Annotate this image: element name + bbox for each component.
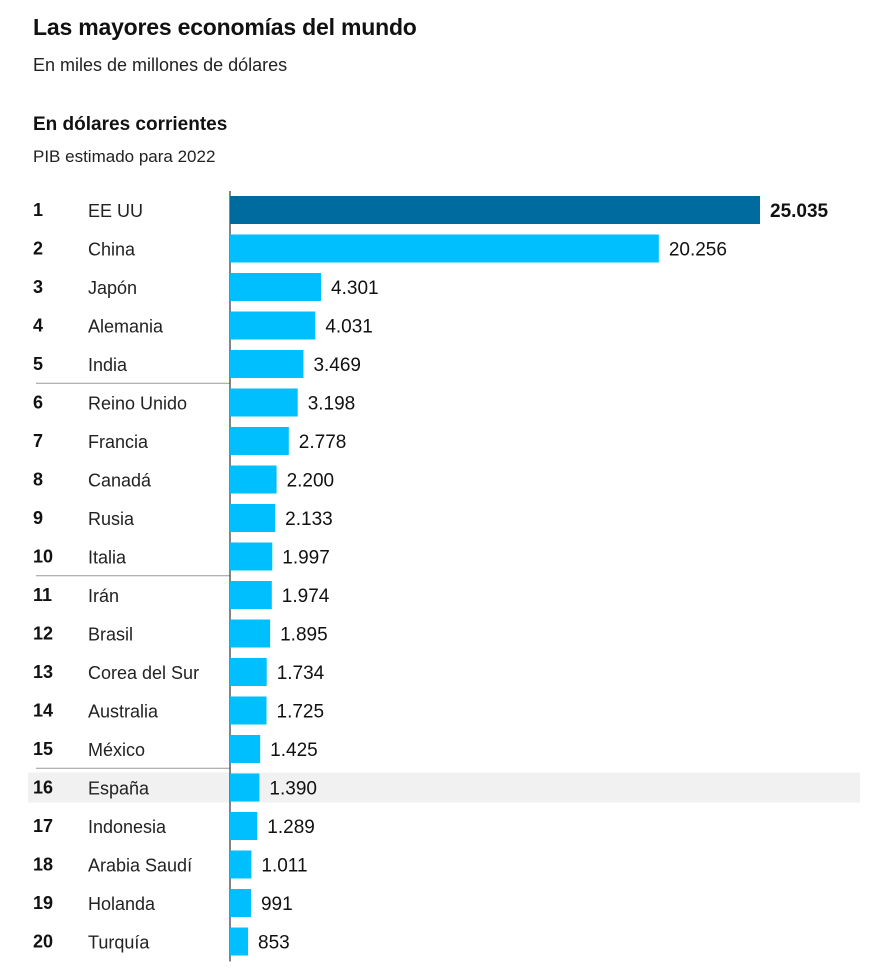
- value-label: 3.198: [308, 394, 356, 415]
- chart-title: Las mayores economías del mundo: [33, 14, 417, 40]
- rank-label: 18: [33, 855, 53, 875]
- bar: [230, 504, 276, 532]
- rank-label: 15: [33, 739, 53, 759]
- country-label: Rusia: [88, 509, 135, 529]
- value-label: 1.390: [269, 779, 317, 800]
- country-label: Turquía: [88, 933, 150, 953]
- rank-label: 7: [33, 431, 43, 451]
- country-label: Italia: [88, 548, 127, 568]
- bar: [230, 850, 252, 879]
- rank-label: 4: [33, 316, 43, 336]
- bar: [230, 196, 760, 224]
- value-label: 1.425: [270, 740, 318, 761]
- rank-label: 3: [33, 277, 43, 297]
- value-label: 2.778: [299, 432, 347, 453]
- rank-label: 5: [33, 354, 43, 374]
- rank-label: 10: [33, 547, 53, 567]
- country-label: Alemania: [88, 317, 164, 337]
- rank-label: 12: [33, 624, 53, 644]
- bar: [230, 542, 273, 571]
- rank-label: 13: [33, 662, 53, 682]
- bar: [230, 889, 251, 917]
- value-label: 1.011: [261, 856, 307, 877]
- chart-subtitle: En miles de millones de dólares: [33, 55, 288, 75]
- rank-label: 17: [33, 816, 53, 836]
- value-label: 20.256: [669, 240, 727, 261]
- rank-label: 20: [33, 932, 53, 952]
- country-label: China: [88, 240, 136, 260]
- rank-label: 2: [33, 239, 43, 259]
- value-label: 1.734: [277, 663, 325, 684]
- value-label: 3.469: [313, 355, 361, 376]
- value-label: 4.031: [325, 317, 373, 338]
- bar: [230, 427, 289, 455]
- bar: [230, 696, 267, 725]
- bar: [230, 619, 271, 648]
- highlight-row-background: [28, 772, 860, 803]
- value-label: 2.133: [285, 509, 333, 530]
- bar: [230, 581, 272, 609]
- bar: [230, 234, 659, 263]
- value-label: 1.895: [280, 625, 328, 646]
- value-label: 1.974: [282, 586, 330, 607]
- value-label: 991: [261, 894, 293, 915]
- value-label: 4.301: [331, 278, 379, 299]
- country-label: Irán: [88, 586, 119, 606]
- section-title: En dólares corrientes: [33, 114, 228, 135]
- value-label: 2.200: [287, 471, 335, 492]
- country-label: Holanda: [88, 894, 156, 914]
- bar: [230, 735, 261, 763]
- bar: [230, 388, 298, 417]
- country-label: Arabia Saudí: [88, 856, 192, 876]
- rank-label: 6: [33, 393, 43, 413]
- rank-label: 11: [33, 585, 52, 605]
- value-label: 1.725: [277, 702, 325, 723]
- country-label: Brasil: [88, 625, 133, 645]
- country-label: Corea del Sur: [88, 663, 199, 683]
- bar: [230, 465, 277, 494]
- rank-label: 8: [33, 470, 43, 490]
- value-label: 25.035: [770, 201, 829, 222]
- country-label: México: [88, 740, 145, 760]
- bar: [230, 927, 249, 956]
- country-label: Japón: [88, 278, 137, 298]
- country-label: Reino Unido: [88, 394, 187, 414]
- country-label: EE UU: [88, 201, 143, 221]
- rank-label: 14: [33, 701, 53, 721]
- country-label: España: [88, 779, 150, 799]
- bar: [230, 311, 316, 340]
- country-label: Canadá: [88, 471, 152, 491]
- value-label: 1.997: [282, 548, 330, 569]
- bar: [230, 658, 267, 686]
- section-subtitle: PIB estimado para 2022: [33, 147, 216, 166]
- country-label: Indonesia: [88, 817, 167, 837]
- rank-label: 9: [33, 508, 43, 528]
- bar: [230, 812, 258, 840]
- bar: [230, 350, 304, 378]
- bar: [230, 273, 322, 301]
- rank-label: 16: [33, 778, 53, 798]
- country-label: Australia: [88, 702, 159, 722]
- country-label: India: [88, 355, 128, 375]
- value-label: 853: [258, 933, 290, 954]
- value-label: 1.289: [267, 817, 315, 838]
- country-label: Francia: [88, 432, 149, 452]
- rank-label: 1: [33, 200, 43, 220]
- bar: [230, 773, 260, 802]
- rank-label: 19: [33, 893, 53, 913]
